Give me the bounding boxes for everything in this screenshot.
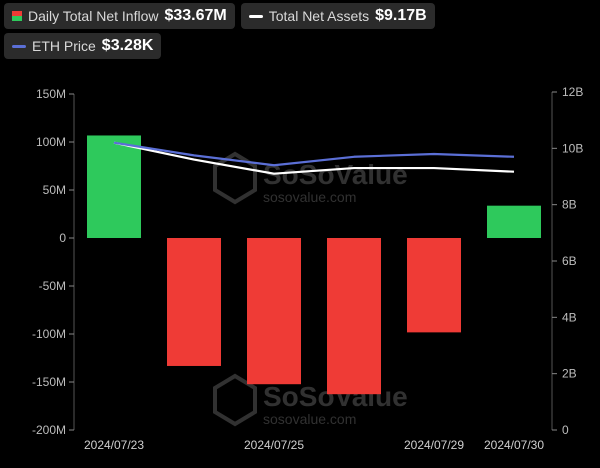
net-inflow-bar[interactable]	[167, 238, 221, 366]
y-left-tick-label: -50M	[39, 279, 66, 293]
x-tick-label: 2024/07/29	[404, 438, 464, 452]
watermark-url: sosovalue.com	[263, 411, 356, 427]
legend-net-inflow-label: Daily Total Net Inflow	[28, 8, 159, 24]
net-assets-swatch-icon	[248, 14, 263, 18]
legend-net-assets-value: $9.17B	[375, 7, 427, 24]
y-right-tick-label: 6B	[562, 254, 577, 268]
legend-eth-price-label: ETH Price	[32, 38, 96, 54]
x-tick-label: 2024/07/30	[484, 438, 544, 452]
legend-net-assets-label: Total Net Assets	[268, 8, 370, 24]
y-left-tick-label: 50M	[43, 183, 66, 197]
net-inflow-bar[interactable]	[87, 135, 141, 238]
y-right-tick-label: 8B	[562, 198, 577, 212]
x-tick-label: 2024/07/23	[84, 438, 144, 452]
sosovalue-logo-icon	[213, 373, 257, 427]
y-left-tick-label: 0	[59, 231, 66, 245]
legend-eth-price-value: $3.28K	[101, 37, 154, 54]
y-left-tick-label: -200M	[32, 423, 66, 437]
legend-row-bottom: ETH Price $3.28K	[4, 33, 162, 59]
net-assets-line[interactable]	[113, 141, 515, 175]
y-right-tick-label: 10B	[562, 141, 583, 155]
eth-price-swatch-icon	[12, 44, 26, 48]
legend-net-inflow[interactable]: Daily Total Net Inflow $33.67M	[4, 3, 235, 29]
y-right-tick-label: 0	[562, 423, 569, 437]
net-inflow-swatch-icon	[12, 11, 22, 21]
y-left-tick-label: 150M	[36, 87, 66, 101]
legend-net-inflow-value: $33.67M	[164, 7, 227, 24]
y-left-tick-label: -100M	[32, 327, 66, 341]
sosovalue-logo-icon	[213, 151, 257, 205]
legend-row-top: Daily Total Net Inflow $33.67M Total Net…	[4, 3, 435, 29]
net-inflow-bar[interactable]	[407, 238, 461, 333]
y-right-tick-label: 2B	[562, 367, 577, 381]
y-left-tick-label: 100M	[36, 135, 66, 149]
y-right-tick-label: 4B	[562, 310, 577, 324]
y-left-tick-label: -150M	[32, 375, 66, 389]
net-inflow-bar[interactable]	[247, 238, 301, 385]
legend-eth-price[interactable]: ETH Price $3.28K	[4, 33, 162, 59]
legend-net-assets[interactable]: Total Net Assets $9.17B	[240, 3, 435, 29]
eth-price-line[interactable]	[113, 141, 515, 167]
net-inflow-bar[interactable]	[487, 205, 541, 238]
net-inflow-bar[interactable]	[327, 238, 381, 395]
watermark-url: sosovalue.com	[263, 189, 356, 205]
y-right-tick-label: 12B	[562, 85, 583, 99]
x-tick-label: 2024/07/25	[244, 438, 304, 452]
